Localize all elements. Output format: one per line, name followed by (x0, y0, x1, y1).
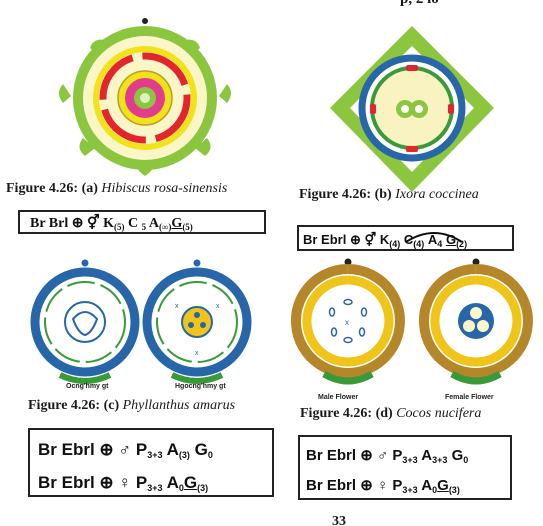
formula-female-line: Br Ebrl ⊕ ♀ P3+3 A0G(3) (306, 477, 460, 495)
perianth-outer (418, 264, 533, 378)
actinomorphic-icon: ⊕ (71, 216, 84, 231)
svg-text:x: x (216, 303, 220, 310)
perianth-outer (290, 264, 405, 378)
formula-male-line: Br Ebrl ⊕ ♂ P3+3 A3+3 G0 (306, 447, 469, 465)
bract (170, 372, 224, 384)
phyllanthus-male-diagram (30, 259, 140, 384)
anthers (71, 311, 99, 337)
axis-dot (142, 18, 148, 24)
actinomorphic-icon: ⊕ (99, 440, 114, 459)
caption-a: Figure 4.26: (a) Hibiscus rosa-sinensis (6, 181, 228, 196)
adhesion-arc (405, 232, 463, 243)
formula-phyllanthus: Br Ebrl ⊕ ♂ P3+3 A(3) G0 Br Ebrl ⊕ ♀ P3+… (28, 428, 274, 497)
axis-dot (193, 259, 201, 267)
caption-d: Figure 4.26: (d) Cocos nucifera (300, 406, 482, 421)
axis-dot (344, 258, 352, 266)
stamens (328, 298, 368, 344)
axis-dot (472, 258, 480, 266)
actinomorphic-icon: ⊕ (99, 473, 114, 492)
reduced-markers: x x x (175, 303, 220, 357)
actinomorphic-icon: ⊕ (360, 447, 373, 464)
phyllanthus-female-label: Hgocng'hmy gt (175, 383, 226, 390)
footer-fragment-text: 33 (332, 514, 346, 526)
epipetalous-arc-icon: C(4) (404, 232, 463, 249)
perianth-outer (142, 267, 252, 377)
axis-dot (81, 259, 89, 267)
bisexual-icon: ⚥ (364, 232, 377, 247)
bract (450, 370, 502, 385)
formula-ixora: Br Ebrl ⊕ ⚥ K(4) C(4) A4 G(2) (297, 225, 514, 251)
female-icon: ♀ (118, 473, 132, 492)
ovary-bilocular (396, 100, 428, 118)
ovary (181, 306, 213, 338)
red-whorl (99, 52, 191, 144)
caption-c: Figure 4.26: (c) Phyllanthus amarus (28, 398, 236, 413)
svg-text:x: x (175, 303, 179, 310)
phyllanthus-male-label: Ocng'hmy gt (66, 383, 109, 390)
cocos-male-diagram: x (290, 258, 405, 385)
perianth-inner (430, 275, 522, 367)
formula-hibiscus: Br Brl ⊕ ⚥ K(5) C 5 A(∞)G(5) (18, 210, 266, 234)
caption-b: Figure 4.26: (b) Ixora coccinea (299, 187, 479, 202)
male-icon: ♂ (118, 440, 132, 459)
ixora-floral-diagram (330, 26, 494, 192)
ovary-locules (188, 312, 206, 328)
stamen-column (64, 301, 106, 343)
ovary-locules (463, 307, 489, 332)
cocos-female-diagram (418, 258, 533, 385)
pistillode-marker: x (345, 318, 349, 327)
formula-male-line: Br Ebrl ⊕ ♂ P3+3 A(3) G0 (38, 440, 213, 460)
formula-cocos: Br Ebrl ⊕ ♂ P3+3 A3+3 G0 Br Ebrl ⊕ ♀ P3+… (298, 435, 512, 500)
top-fragment-text: p, 2 lo (400, 0, 439, 8)
bisexual-icon: ⚥ (86, 216, 100, 231)
stamens (370, 65, 454, 152)
epicalyx-bracteoles (59, 39, 231, 176)
male-icon: ♂ (376, 447, 389, 464)
actinomorphic-icon: ⊕ (360, 477, 373, 494)
svg-text:x: x (195, 350, 199, 357)
cocos-female-label: Female Flower (445, 394, 494, 401)
perianth-outer (30, 267, 140, 377)
female-icon: ♀ (376, 477, 389, 494)
actinomorphic-icon: ⊕ (349, 232, 361, 247)
hibiscus-floral-diagram (59, 18, 231, 176)
phyllanthus-female-diagram: x x x (142, 259, 252, 384)
bract (58, 372, 112, 384)
cocos-male-label: Male Flower (318, 394, 359, 401)
formula-female-line: Br Ebrl ⊕ ♀ P3+3 A0G(3) (38, 473, 209, 493)
bract (322, 370, 374, 385)
perianth-inner (302, 275, 394, 367)
